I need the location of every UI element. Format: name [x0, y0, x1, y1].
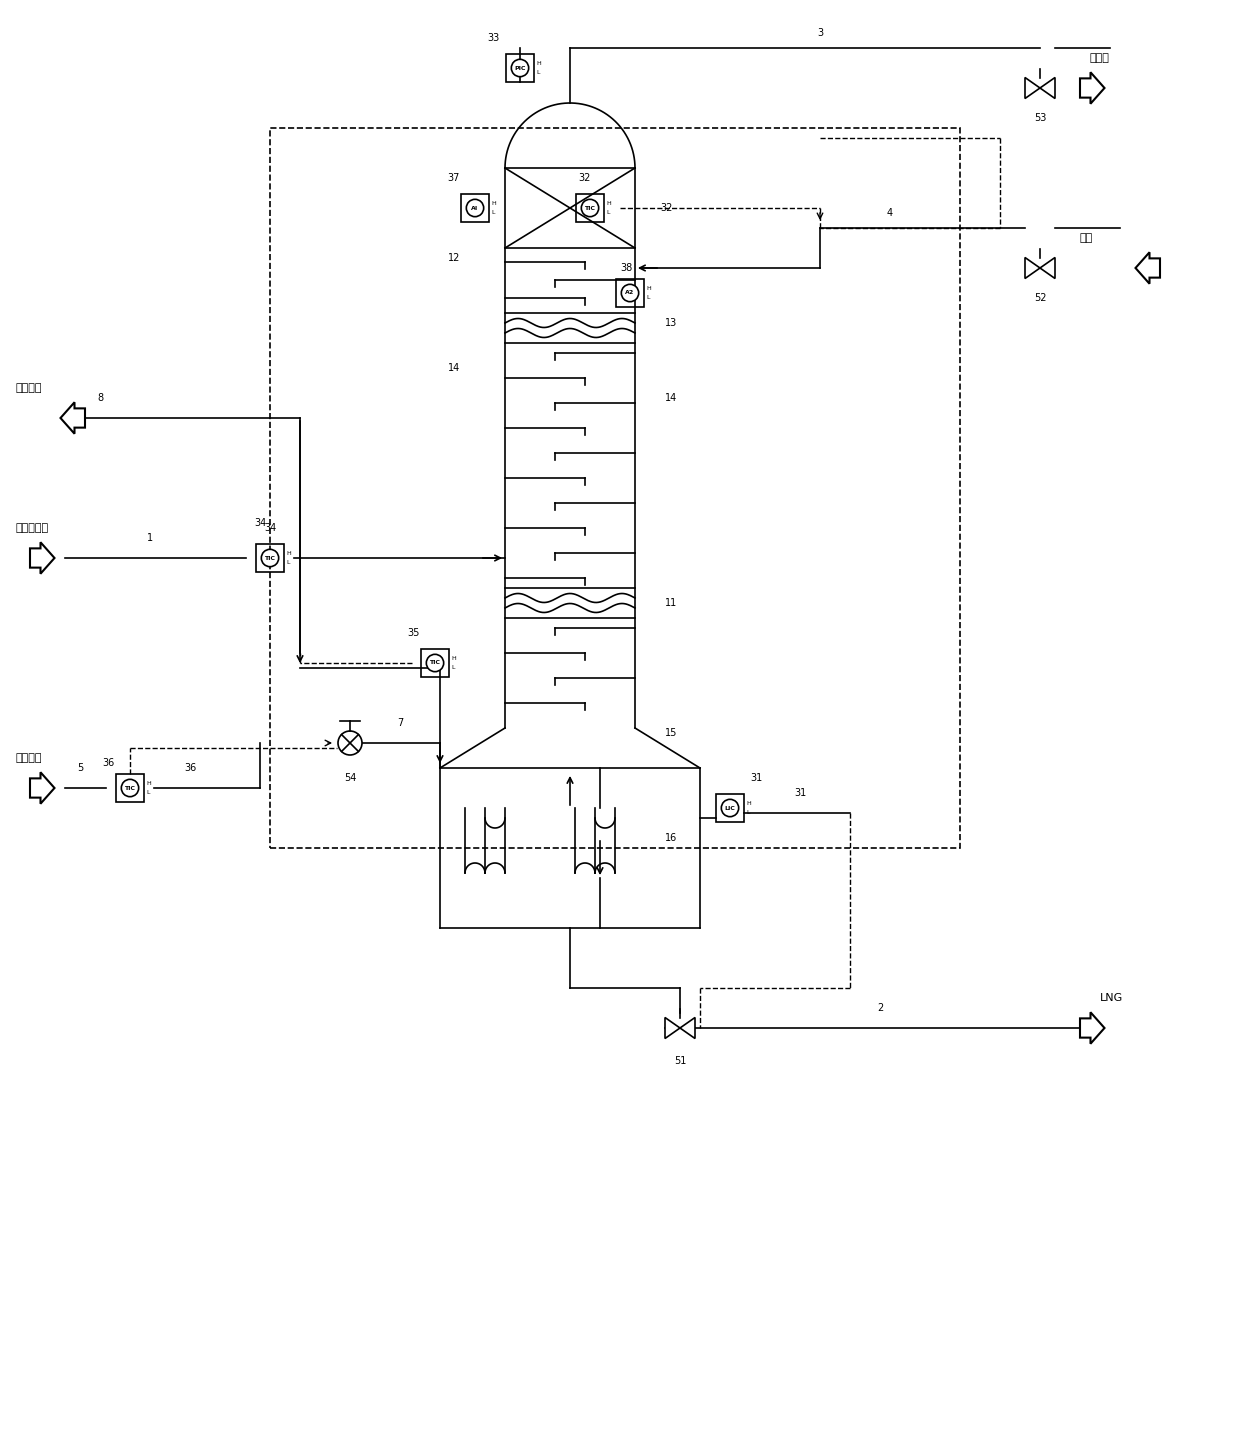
- Text: 液氮: 液氮: [1080, 233, 1094, 243]
- Polygon shape: [680, 1018, 694, 1038]
- FancyArrow shape: [1136, 252, 1159, 284]
- FancyArrow shape: [30, 772, 55, 804]
- Bar: [506, 54, 534, 83]
- Text: 13: 13: [665, 319, 677, 329]
- Text: 36: 36: [184, 763, 196, 773]
- Circle shape: [122, 779, 139, 796]
- Text: 3: 3: [817, 28, 823, 38]
- Circle shape: [582, 200, 599, 217]
- Text: L: L: [746, 809, 749, 815]
- Bar: [255, 544, 284, 572]
- Polygon shape: [665, 1018, 680, 1038]
- Polygon shape: [1040, 258, 1055, 278]
- FancyArrow shape: [30, 542, 55, 573]
- Text: 1: 1: [146, 533, 153, 543]
- Text: H: H: [146, 780, 151, 786]
- Text: 32: 32: [578, 172, 590, 182]
- Bar: [461, 194, 489, 222]
- Text: 32: 32: [660, 203, 672, 213]
- FancyArrow shape: [1080, 72, 1105, 104]
- Text: AI: AI: [471, 206, 479, 210]
- Text: PIC: PIC: [515, 65, 526, 71]
- Text: L: L: [286, 560, 289, 565]
- Text: H: H: [746, 801, 750, 807]
- FancyArrow shape: [61, 403, 86, 434]
- Text: 34: 34: [264, 523, 277, 533]
- FancyArrow shape: [1080, 1012, 1105, 1044]
- Circle shape: [511, 59, 528, 77]
- Text: 7: 7: [397, 718, 403, 728]
- Text: 5: 5: [77, 763, 83, 773]
- Circle shape: [621, 284, 639, 301]
- Text: 51: 51: [673, 1056, 686, 1066]
- Bar: [715, 794, 744, 822]
- Text: 16: 16: [665, 833, 677, 843]
- Text: L: L: [451, 665, 455, 670]
- Text: 53: 53: [1034, 113, 1047, 123]
- Circle shape: [339, 731, 362, 754]
- Circle shape: [722, 799, 739, 817]
- Text: 15: 15: [665, 728, 677, 738]
- Bar: [270, 127, 960, 849]
- Text: L: L: [491, 210, 495, 214]
- Text: 放空气: 放空气: [1090, 54, 1110, 64]
- Text: LNG: LNG: [1100, 993, 1123, 1003]
- Text: H: H: [646, 287, 651, 291]
- Text: 35: 35: [408, 628, 420, 639]
- Text: 52: 52: [1034, 292, 1047, 303]
- Text: 循环甲烷: 循环甲烷: [15, 753, 41, 763]
- Bar: [422, 649, 449, 678]
- Text: 33: 33: [487, 33, 500, 43]
- Polygon shape: [1040, 78, 1055, 98]
- Bar: [577, 194, 604, 222]
- Text: 8: 8: [97, 392, 103, 403]
- Text: 4: 4: [887, 209, 893, 219]
- Text: 14: 14: [448, 363, 460, 374]
- Text: 含氧煎层气: 含氧煎层气: [15, 523, 48, 533]
- Text: 34: 34: [254, 518, 267, 529]
- Text: TIC: TIC: [124, 785, 135, 791]
- Text: TIC: TIC: [584, 206, 595, 210]
- Text: 12: 12: [448, 253, 460, 264]
- Text: A2: A2: [625, 291, 635, 295]
- Text: 31: 31: [750, 773, 763, 783]
- Text: L: L: [646, 295, 650, 300]
- Text: H: H: [536, 61, 541, 67]
- Text: 38: 38: [620, 264, 632, 274]
- Polygon shape: [1025, 258, 1040, 278]
- Circle shape: [466, 200, 484, 217]
- Circle shape: [427, 654, 444, 672]
- Text: H: H: [451, 656, 456, 660]
- Text: 11: 11: [665, 598, 677, 608]
- Text: H: H: [491, 201, 496, 206]
- Text: L: L: [606, 210, 610, 214]
- Text: TIC: TIC: [264, 556, 275, 560]
- Text: 36: 36: [103, 757, 115, 767]
- Text: L: L: [536, 70, 539, 75]
- Polygon shape: [1025, 78, 1040, 98]
- Text: 37: 37: [448, 172, 460, 182]
- Text: TIC: TIC: [429, 660, 440, 666]
- Bar: [117, 775, 144, 802]
- Bar: [616, 279, 644, 307]
- Text: 循环甲烷: 循环甲烷: [15, 384, 41, 392]
- Circle shape: [262, 549, 279, 566]
- Text: L: L: [146, 791, 150, 795]
- Text: 31: 31: [794, 788, 806, 798]
- Text: 54: 54: [343, 773, 356, 783]
- Text: H: H: [606, 201, 611, 206]
- Text: 14: 14: [665, 392, 677, 403]
- Text: H: H: [286, 552, 290, 556]
- Text: 2: 2: [877, 1003, 883, 1014]
- Text: LIC: LIC: [724, 805, 735, 811]
